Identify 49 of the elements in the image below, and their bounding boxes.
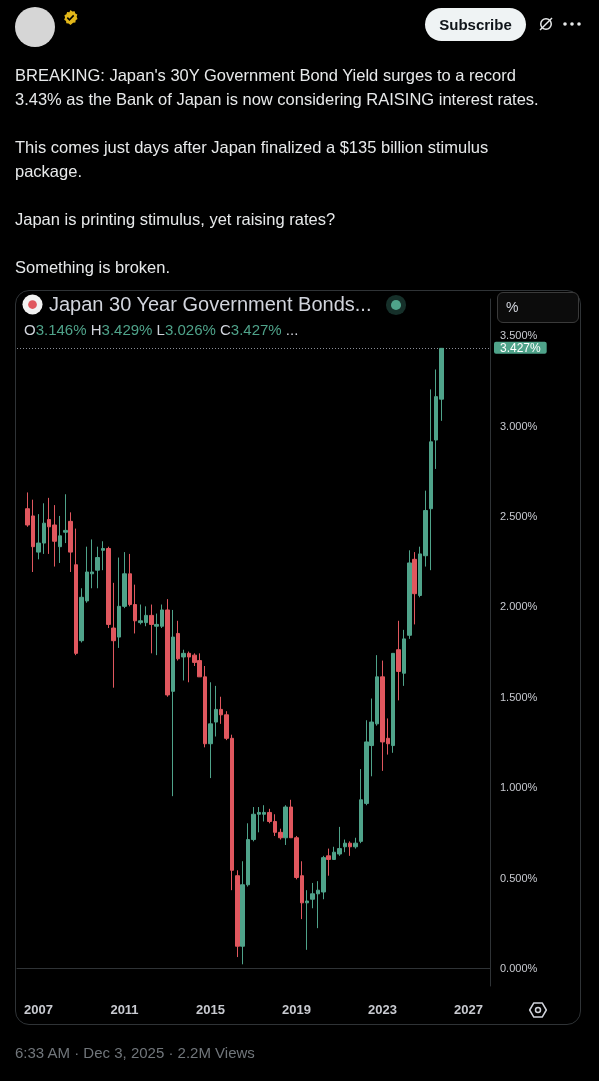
text: % <box>497 292 579 323</box>
candlestick <box>181 649 186 681</box>
candlestick <box>214 685 218 738</box>
y-tick-label: 3.000% <box>500 419 538 432</box>
candlestick <box>391 652 395 754</box>
x-tick-label: 2023 <box>368 1002 397 1017</box>
y-tick-label: 2.000% <box>500 600 538 613</box>
y-tick-label: 2.500% <box>500 509 538 522</box>
candlestick <box>95 546 100 589</box>
candlestick <box>171 609 175 797</box>
candlestick <box>63 493 68 544</box>
text: BREAKING: Japan's 30Y Government Bond Yield surges to a record 3.43% as the Bank of Japan is now considering RAISING interest rates. This comes just days after Japan finalized a $135 billion stimulus package. Japan is printing stimulus, yet raising rates? Something is broken. <box>15 66 539 276</box>
x-tick-label: 2015 <box>196 1002 225 1017</box>
candlestick <box>396 620 401 701</box>
y-tick-label: 1.500% <box>500 690 538 703</box>
candlestick <box>402 629 406 687</box>
x-tick-label: 2011 <box>110 1002 139 1017</box>
candlestick <box>326 848 331 877</box>
candlestick <box>283 804 288 846</box>
candlestick <box>106 546 111 629</box>
y-tick-label: 3.500% <box>500 329 538 342</box>
candlestick <box>165 598 170 698</box>
y-tick-label: 0.000% <box>500 961 538 974</box>
text: Subscribe <box>425 8 526 41</box>
candlestick <box>305 889 309 951</box>
candlestick <box>353 837 358 850</box>
y-tick-label: 1.000% <box>500 781 538 794</box>
x-tick-label: 2019 <box>282 1002 311 1017</box>
x-tick-label: 2007 <box>24 1002 53 1017</box>
x-tick-label: 2027 <box>454 1002 483 1017</box>
candlestick <box>101 540 105 571</box>
text: O3.146% H3.429% L3.026% C3.427% ... <box>24 321 299 338</box>
ref-line-label: 3.427% <box>500 340 542 355</box>
candlestick <box>68 511 73 573</box>
candlestick <box>343 839 347 853</box>
chart-title: Japan 30 Year Government Bonds... <box>49 293 372 316</box>
candlestick <box>348 840 352 857</box>
candlestick <box>429 388 433 571</box>
candlestick <box>176 620 180 662</box>
text: 6:33 AM · Dec 3, 2025 · 2.2M Views <box>15 1044 255 1061</box>
candlestick <box>235 869 240 958</box>
candlestick <box>208 681 213 779</box>
candlestick <box>149 604 154 654</box>
candlestick <box>58 515 62 564</box>
candlestick <box>111 582 116 689</box>
candlestick <box>412 551 417 625</box>
candlestick <box>407 549 412 640</box>
candlestick <box>74 528 78 656</box>
y-tick-label: 0.500% <box>500 871 538 884</box>
